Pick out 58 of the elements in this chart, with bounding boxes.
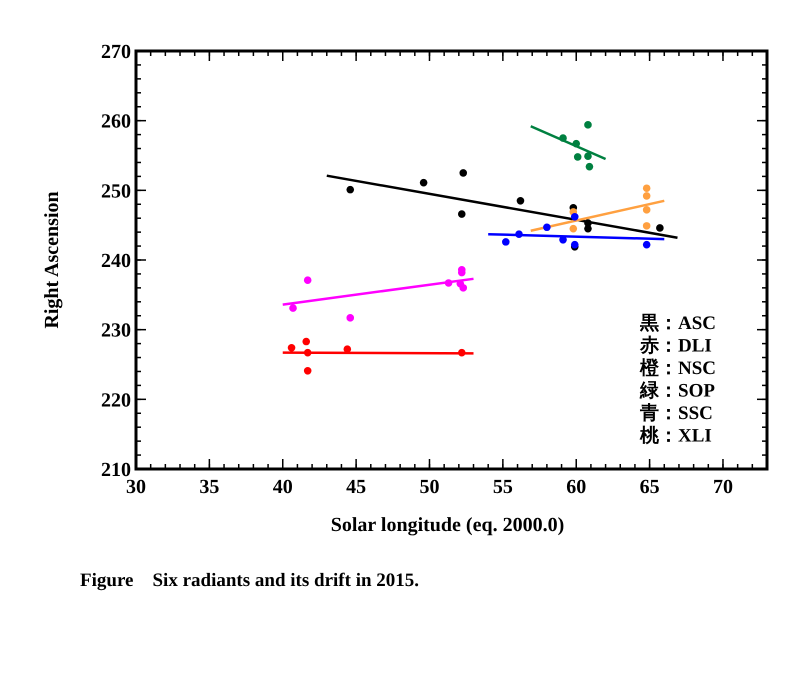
y-tick-label: 220 xyxy=(101,389,131,412)
point xyxy=(420,178,428,186)
point xyxy=(584,152,592,160)
annotation: 赤：DLI xyxy=(639,334,712,356)
point xyxy=(584,121,592,129)
annotation: 緑：SOP xyxy=(639,380,716,402)
annotation: 桃：XLI xyxy=(639,426,712,446)
point xyxy=(288,344,296,352)
y-tick-label: 230 xyxy=(101,320,131,342)
point xyxy=(304,366,312,375)
y-tick-label: 270 xyxy=(101,41,131,63)
point xyxy=(502,238,510,246)
point xyxy=(559,134,567,142)
point xyxy=(570,240,579,248)
point xyxy=(458,348,466,356)
point xyxy=(543,223,551,232)
point xyxy=(344,345,352,353)
point xyxy=(656,224,664,232)
annotation: 黒：ASC xyxy=(639,313,716,334)
point xyxy=(444,279,452,287)
x-tick-label: 50 xyxy=(419,476,440,498)
annotation: 橙：NSC xyxy=(639,358,716,379)
point xyxy=(586,162,594,170)
point xyxy=(570,213,579,221)
annotation: 青：SSC xyxy=(639,402,713,424)
x-tick-label: 55 xyxy=(492,476,513,498)
text: Figure Six radiants and its drift in 2015. xyxy=(80,570,420,591)
point xyxy=(570,224,578,232)
point xyxy=(642,192,650,200)
point xyxy=(642,222,650,230)
point xyxy=(459,169,468,177)
x-tick-label: 65 xyxy=(640,476,660,498)
point xyxy=(642,240,650,248)
x-tick-label: 70 xyxy=(712,476,733,498)
point xyxy=(289,304,297,312)
point xyxy=(458,210,466,218)
point xyxy=(302,338,310,346)
point xyxy=(304,348,312,356)
x-tick-label: 35 xyxy=(199,476,220,498)
y-tick-label: 260 xyxy=(101,110,131,133)
point xyxy=(642,206,650,214)
point xyxy=(584,224,592,232)
point xyxy=(642,184,650,192)
point xyxy=(346,314,354,322)
y-axis-title: Right Ascension xyxy=(41,191,63,329)
point xyxy=(574,153,582,161)
x-axis-title: Solar longitude (eq. 2000.0) xyxy=(330,514,564,536)
point xyxy=(516,196,524,205)
point xyxy=(304,276,312,284)
x-tick-label: 40 xyxy=(272,476,293,498)
point xyxy=(459,284,468,292)
y-tick-label: 240 xyxy=(101,250,131,272)
point xyxy=(572,140,580,148)
x-tick-label: 60 xyxy=(566,476,586,498)
point xyxy=(346,186,354,194)
y-tick-label: 250 xyxy=(101,180,131,202)
x-tick-label: 45 xyxy=(346,476,366,498)
point xyxy=(515,230,523,238)
